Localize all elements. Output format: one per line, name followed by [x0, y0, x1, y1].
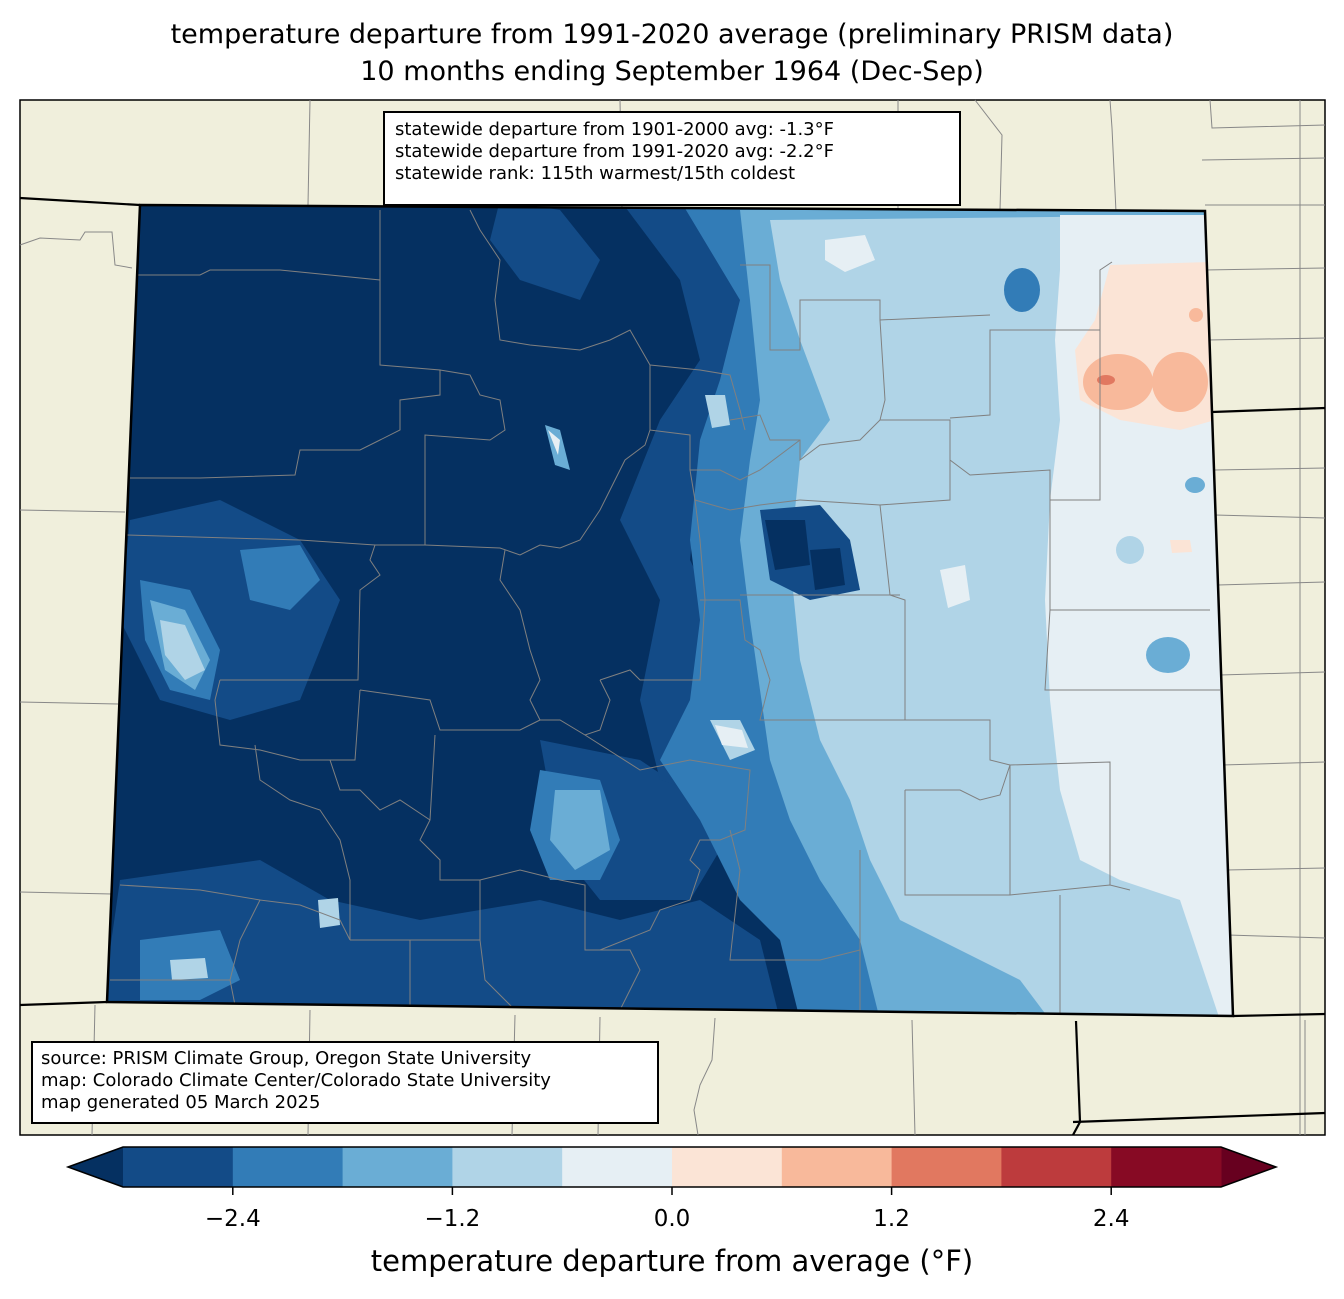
colorbar-segment [781, 1147, 893, 1187]
colorbar-extend-low [68, 1147, 123, 1187]
colorbar-outline [65, 1146, 1279, 1188]
stats-departure-1901-2000: statewide departure from 1901-2000 avg: … [395, 119, 834, 140]
colorbar-tick-label: 0.0 [653, 1206, 691, 1232]
colorbar-label: temperature departure from average (°F) [370, 1244, 974, 1278]
colorbar-tick-label: −2.4 [204, 1206, 261, 1232]
colorbar-tick-label: 1.2 [873, 1206, 910, 1232]
neighbor-state-borders [19, 196, 1326, 1136]
statewide-stats-box: statewide departure from 1901-2000 avg: … [383, 111, 961, 206]
colorbar-segment [232, 1147, 344, 1187]
stats-departure-1991-2020: statewide departure from 1991-2020 avg: … [395, 141, 834, 162]
colorbar-tick-label: −1.2 [424, 1206, 481, 1232]
map-title-line1: temperature departure from 1991-2020 ave… [170, 19, 1174, 50]
map-title-line2: 10 months ending September 1964 (Dec-Sep… [360, 56, 984, 87]
colorbar-segment [672, 1147, 783, 1187]
colorbar-segment [891, 1147, 1002, 1187]
neighbor-county-lines [19, 99, 1326, 1136]
map-credit-line: map: Colorado Climate Center/Colorado St… [41, 1070, 551, 1091]
county-lines [110, 209, 1220, 1016]
colorbar-segment [562, 1147, 673, 1187]
source-line: source: PRISM Climate Group, Oregon Stat… [41, 1048, 532, 1069]
colorbar-extend-high [1221, 1147, 1276, 1187]
colorbar-segment [452, 1147, 563, 1187]
colorbar-segment [1111, 1147, 1222, 1187]
colorbar [65, 1146, 1279, 1195]
colorbar-segment [123, 1147, 234, 1187]
stats-rank: statewide rank: 115th warmest/15th colde… [395, 163, 796, 184]
colorbar-segment [342, 1147, 453, 1187]
generated-date-line: map generated 05 March 2025 [41, 1092, 321, 1113]
colorado-border [105, 203, 1235, 1018]
temperature-field [107, 205, 1233, 1016]
source-box: source: PRISM Climate Group, Oregon Stat… [31, 1041, 659, 1124]
colorbar-tick-label: 2.4 [1092, 1206, 1130, 1232]
colorbar-segment [1001, 1147, 1112, 1187]
